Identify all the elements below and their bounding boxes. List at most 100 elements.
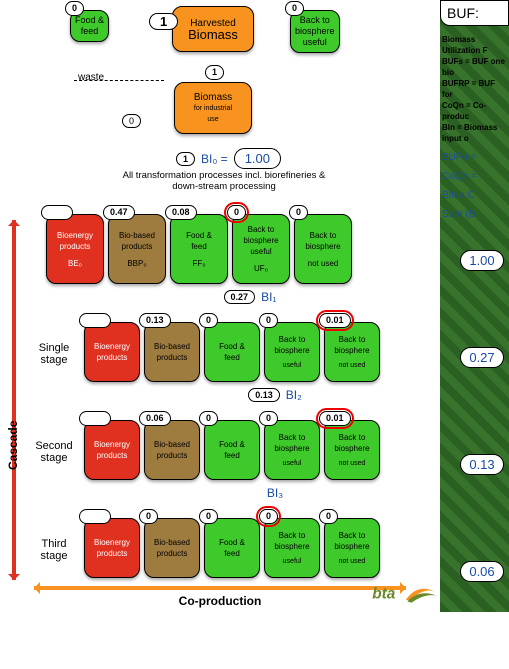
label: Food & feed xyxy=(186,230,212,252)
box-food-feed: 0Food & feed xyxy=(204,420,260,480)
def-line: Biomass Utilization F xyxy=(442,34,507,56)
box-food-feed: 0Food & feed xyxy=(204,518,260,578)
tier1: 0.45Bioenergy productsBE₀0.47Bio-based p… xyxy=(46,214,436,284)
label: Food & feed xyxy=(219,439,245,461)
val: 0.45 xyxy=(41,205,73,220)
bi-label: BI₂ xyxy=(286,388,302,402)
label: Back to biosphere xyxy=(334,530,369,552)
def-line: BUFs = BUF one bio xyxy=(442,56,507,78)
val: 0 xyxy=(139,509,158,524)
box-back-notused: 0Back to biospherenot used xyxy=(324,518,380,578)
def-line: BIn = Biomass input o xyxy=(442,122,507,144)
sublabel: useful xyxy=(283,360,302,371)
label: Back to biosphere xyxy=(274,530,309,552)
sub-bio-ind: for industrial use xyxy=(194,103,232,125)
tier1-back-useful: 0Back to biosphere usefulUF₀ xyxy=(232,214,290,284)
eq-line: BUFn = xyxy=(440,150,509,165)
label: Bio-based products xyxy=(154,537,190,559)
stage-0: Single stage0.13Bioenergy products0.13Bi… xyxy=(84,322,436,382)
label: Back to biosphere xyxy=(334,432,369,454)
val: 0 xyxy=(227,205,246,220)
val: 0 xyxy=(259,509,278,524)
bi1-line: 0.27 BI₁ xyxy=(64,290,436,304)
label-back-top: Back to biosphere xyxy=(295,15,335,37)
box-back-notused: 0.01Back to biospherenot used xyxy=(324,420,380,480)
sublabel: UF₀ xyxy=(254,263,268,274)
val: 0.47 xyxy=(103,205,135,220)
tier1-food-feed: 0.08Food & feedFF₀ xyxy=(170,214,228,284)
eq-line: BIn x C xyxy=(440,188,509,203)
bi1-val: 0.27 xyxy=(224,290,256,304)
stage-row: 0.06Bioenergy products0Bio-based product… xyxy=(84,518,436,578)
eq-line: Sum (B xyxy=(440,207,509,222)
box-back-notused: 0.01Back to biospherenot used xyxy=(324,322,380,382)
sublabel: not used xyxy=(308,258,339,269)
eq-line: CoQn = xyxy=(440,169,509,184)
stage-title: Third stage xyxy=(28,538,80,562)
label: Bioenergy products xyxy=(57,230,93,252)
cascade-axis: Cascade xyxy=(4,220,24,600)
val: 0.01 xyxy=(319,313,351,328)
logo: bta xyxy=(368,577,438,612)
stage-1: Second stage0.06Bioenergy products0.06Bi… xyxy=(84,420,436,480)
waste-label: waste xyxy=(78,72,104,83)
box-biobased: 0Bio-based products xyxy=(144,518,200,578)
box-bioenergy: 0.13Bioenergy products xyxy=(84,322,140,382)
val: 0 xyxy=(199,509,218,524)
box-bioenergy: 0.06Bioenergy products xyxy=(84,420,140,480)
label: Back to biosphere useful xyxy=(243,224,278,257)
val: 0 xyxy=(289,205,308,220)
box-back-useful: 0Back to biosphereuseful xyxy=(264,420,320,480)
right-panel: BUF: Biomass Utilization FBUFs = BUF one… xyxy=(440,0,509,612)
transform-caption: All transformation processes incl. biore… xyxy=(74,170,374,192)
val: 0 xyxy=(199,313,218,328)
stage-row: 0.06Bioenergy products0.06Bio-based prod… xyxy=(84,420,436,480)
val-harvested: 1 xyxy=(149,13,178,30)
val-back-top: 0 xyxy=(285,1,304,16)
box-back-biosphere-top: 0 Back to biosphere useful xyxy=(290,10,340,53)
label-food-feed-top: Food & feed xyxy=(75,15,104,37)
val: 0.06 xyxy=(79,509,111,524)
val: 0.08 xyxy=(165,205,197,220)
sublabel: not used xyxy=(339,458,366,469)
bi-line-2: 0.13BI₂ xyxy=(114,388,436,402)
sub-back-top: useful xyxy=(303,37,327,48)
label: Bio-based products xyxy=(154,341,190,363)
sub-harvested: Biomass xyxy=(188,29,238,40)
cascade-label: Cascade xyxy=(6,421,20,470)
box-back-useful: 0Back to biosphereuseful xyxy=(264,518,320,578)
side-val: 0.13 xyxy=(460,454,504,475)
def-line: BUFRP = BUF for xyxy=(442,78,507,100)
sublabel: not used xyxy=(339,360,366,371)
waste-arrow xyxy=(74,80,164,81)
val-bio-ind-top: 1 xyxy=(205,65,224,80)
stage-title: Second stage xyxy=(28,440,80,464)
label: Back to biosphere xyxy=(305,230,340,252)
val: 0.06 xyxy=(139,411,171,426)
bi0-value: 1.00 xyxy=(234,148,281,169)
sublabel: useful xyxy=(283,458,302,469)
val: 0 xyxy=(259,411,278,426)
bi0-label: BI₀ = xyxy=(201,152,228,166)
coproduction-axis xyxy=(34,586,406,590)
label: Back to biosphere xyxy=(334,334,369,356)
val: 0 xyxy=(319,509,338,524)
side-val: 0.27 xyxy=(460,347,504,368)
val: 0.01 xyxy=(319,411,351,426)
stage-2: Third stage0.06Bioenergy products0Bio-ba… xyxy=(84,518,436,578)
box-biobased: 0.13Bio-based products xyxy=(144,322,200,382)
tier1-row: 0.45Bioenergy productsBE₀0.47Bio-based p… xyxy=(46,214,436,284)
diagram-left-panel: 0 Food & feed 1 Harvested Biomass 0 Back… xyxy=(0,0,440,612)
sublabel: useful xyxy=(283,556,302,567)
label: Food & feed xyxy=(219,341,245,363)
logo-text: bta xyxy=(372,586,396,603)
label: Back to biosphere xyxy=(274,432,309,454)
box-biomass-industrial: 1 Biomass for industrial use xyxy=(174,82,252,134)
tier1-biobased: 0.47Bio-based productsBBP₀ xyxy=(108,214,166,284)
bi1-label: BI₁ xyxy=(261,290,276,304)
top-flow: 0 Food & feed 1 Harvested Biomass 0 Back… xyxy=(4,4,436,204)
label: Back to biosphere xyxy=(274,334,309,356)
definitions: Biomass Utilization FBUFs = BUF one bioB… xyxy=(440,32,509,146)
label-bio-ind: Biomass xyxy=(194,92,232,103)
val: 0 xyxy=(259,313,278,328)
